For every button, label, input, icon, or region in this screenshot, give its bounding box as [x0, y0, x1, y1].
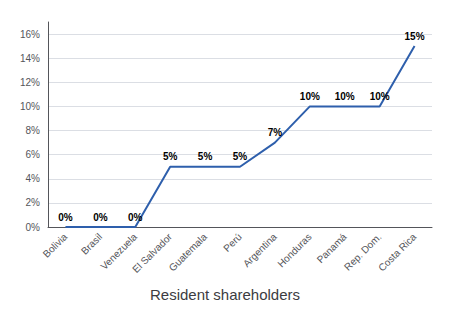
svg-text:14%: 14%: [20, 53, 40, 64]
svg-text:Rep. Dom.: Rep. Dom.: [342, 231, 384, 273]
svg-text:Honduras: Honduras: [275, 231, 313, 269]
svg-text:10%: 10%: [370, 91, 390, 102]
svg-text:5%: 5%: [233, 151, 248, 162]
svg-text:5%: 5%: [163, 151, 178, 162]
svg-text:7%: 7%: [268, 127, 283, 138]
svg-text:Venezuela: Venezuela: [98, 231, 140, 272]
svg-text:15%: 15%: [405, 31, 425, 42]
svg-text:10%: 10%: [20, 101, 40, 112]
svg-text:0%: 0%: [58, 212, 73, 223]
svg-text:Panamá: Panamá: [315, 231, 349, 265]
svg-text:8%: 8%: [26, 125, 41, 136]
svg-text:6%: 6%: [26, 149, 41, 160]
svg-text:Costa Rica: Costa Rica: [376, 231, 419, 274]
svg-text:16%: 16%: [20, 29, 40, 40]
svg-text:4%: 4%: [26, 173, 41, 184]
svg-text:Resident shareholders: Resident shareholders: [150, 286, 300, 303]
svg-text:2%: 2%: [26, 197, 41, 208]
svg-text:Guatemala: Guatemala: [167, 231, 210, 274]
svg-text:12%: 12%: [20, 77, 40, 88]
svg-text:Argentina: Argentina: [241, 231, 279, 269]
svg-text:5%: 5%: [198, 151, 213, 162]
svg-text:Bolivia: Bolivia: [41, 231, 70, 260]
svg-text:Perú: Perú: [221, 231, 244, 254]
svg-text:10%: 10%: [335, 91, 355, 102]
svg-text:0%: 0%: [26, 222, 41, 233]
svg-text:0%: 0%: [128, 212, 143, 223]
svg-text:0%: 0%: [93, 212, 108, 223]
svg-text:Brasil: Brasil: [79, 231, 104, 256]
svg-text:10%: 10%: [300, 91, 320, 102]
svg-text:El Salvador: El Salvador: [130, 231, 174, 275]
